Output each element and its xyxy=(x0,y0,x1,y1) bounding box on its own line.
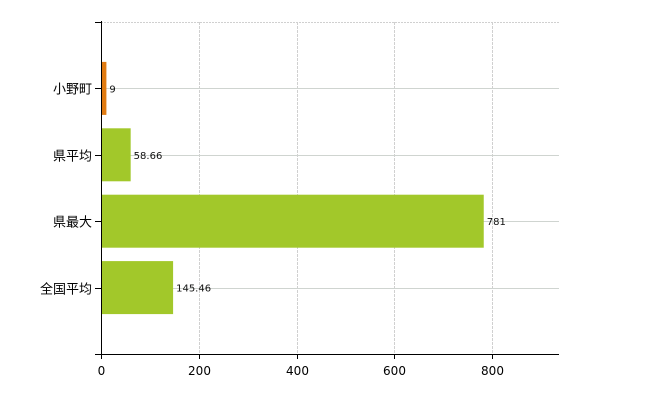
x-tick-label: 600 xyxy=(383,364,406,378)
data-label: 145.46 xyxy=(176,284,211,295)
category-label: 県平均 xyxy=(53,150,92,165)
x-tick-label: 400 xyxy=(286,364,309,378)
bar xyxy=(102,61,107,115)
data-label: 781 xyxy=(487,217,506,228)
x-tick-label: 800 xyxy=(481,364,504,378)
bar xyxy=(102,261,174,315)
data-label: 9 xyxy=(109,84,115,95)
x-tick-label: 0 xyxy=(98,364,106,378)
bar xyxy=(102,128,131,182)
x-tick-label: 200 xyxy=(188,364,211,378)
data-label: 58.66 xyxy=(134,151,163,162)
category-label: 小野町 xyxy=(53,83,92,98)
bar xyxy=(102,194,484,248)
category-label: 全国平均 xyxy=(40,282,92,298)
category-label: 県最大 xyxy=(53,216,92,231)
